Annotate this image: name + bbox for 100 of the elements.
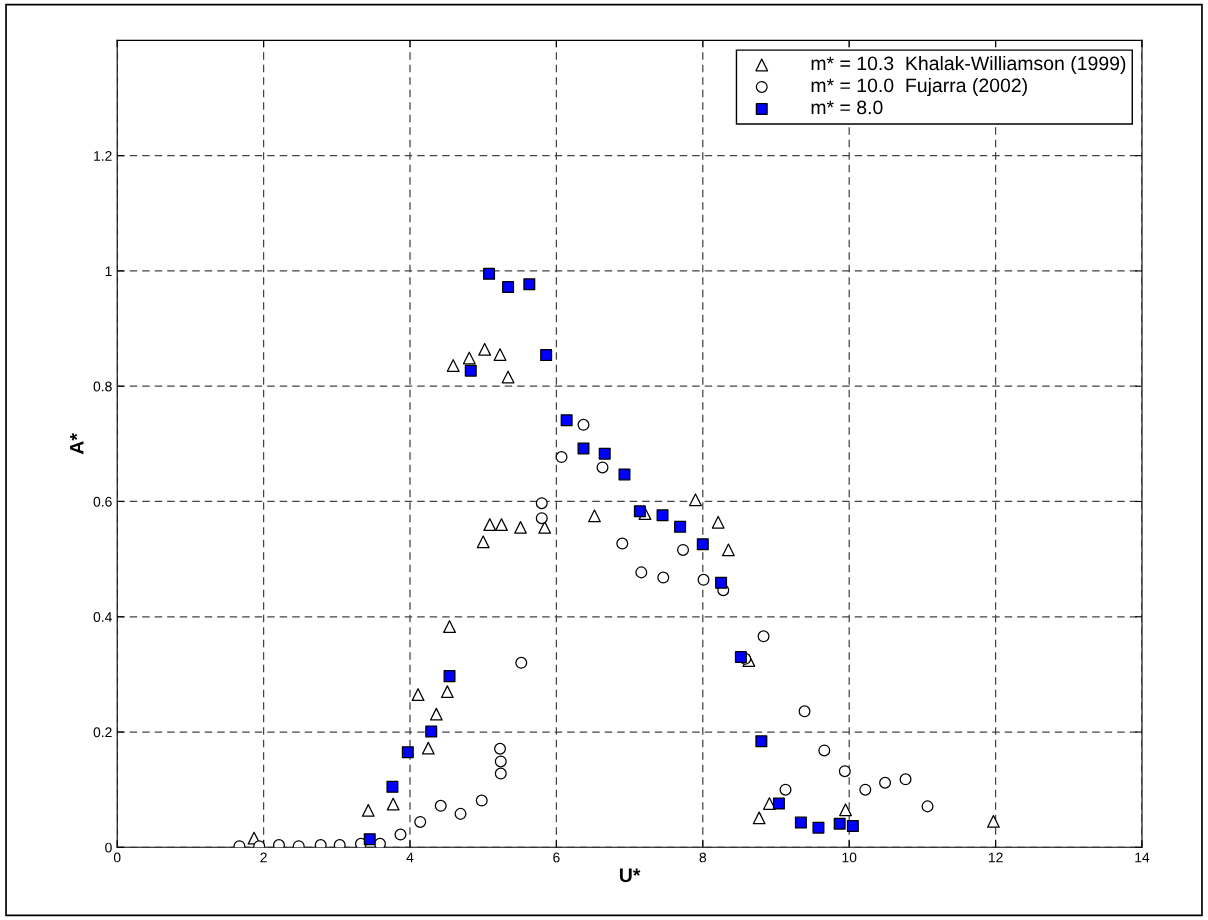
point: [757, 630, 770, 643]
point: [523, 278, 536, 291]
y-tick-label: 0.8: [93, 381, 112, 392]
point: [538, 520, 552, 534]
point: [476, 535, 490, 549]
point: [697, 573, 710, 586]
point: [483, 267, 496, 280]
point: [361, 803, 375, 817]
point: [386, 797, 400, 811]
point: [839, 803, 852, 817]
point: [899, 773, 912, 786]
point: [560, 414, 573, 427]
y-tick-label: 1: [105, 266, 112, 276]
x-tick-label: 8: [699, 852, 707, 863]
point: [475, 794, 488, 807]
point: [411, 688, 425, 702]
point: [394, 828, 407, 841]
point: [514, 520, 527, 534]
point: [535, 497, 548, 510]
point: [495, 518, 508, 531]
point: [752, 811, 766, 825]
point: [425, 725, 438, 738]
point: [515, 656, 528, 669]
point: [838, 765, 851, 778]
point: [986, 814, 1000, 828]
x-tick-label: 2: [260, 852, 267, 863]
point: [494, 767, 507, 780]
point: [363, 833, 376, 846]
point: [921, 800, 934, 813]
point: [272, 838, 285, 848]
point: [478, 342, 492, 356]
point: [454, 807, 467, 820]
point: [414, 815, 427, 828]
point: [443, 670, 456, 683]
point: [794, 816, 807, 829]
point: [555, 451, 568, 464]
point: [798, 705, 811, 718]
point: [443, 620, 456, 633]
y-tick-label: 0.2: [93, 727, 112, 738]
point: [772, 797, 785, 810]
point: [577, 418, 590, 431]
x-tick-label: 0: [113, 852, 121, 863]
y-tick-label: 0.6: [93, 496, 112, 507]
point: [711, 515, 725, 529]
point: [677, 543, 690, 556]
point: [494, 742, 507, 755]
point: [689, 493, 702, 507]
point: [588, 509, 601, 523]
point: [540, 349, 553, 362]
point: [429, 707, 443, 721]
point: [755, 735, 768, 748]
point: [696, 538, 709, 551]
point: [656, 509, 669, 522]
point: [386, 780, 399, 793]
point: [462, 351, 476, 365]
x-tick-label: 10: [842, 852, 857, 863]
point: [577, 442, 590, 455]
point: [657, 571, 670, 584]
x-tick-label: 12: [988, 852, 1003, 863]
y-tick-label: 0: [105, 842, 112, 853]
legend-label: m* = 10.3 Khalak-Williamson (1999): [811, 55, 1126, 75]
point: [502, 281, 515, 294]
legend-label: m* = 8.0: [811, 100, 883, 115]
point: [464, 364, 477, 377]
point: [401, 746, 414, 759]
point: [762, 797, 776, 810]
point: [859, 783, 872, 796]
point: [635, 566, 648, 579]
point: [314, 838, 327, 848]
point: [494, 755, 507, 768]
x-axis-title: U*: [619, 868, 641, 883]
point: [779, 783, 792, 796]
point: [598, 447, 611, 460]
point: [833, 817, 846, 830]
legend-label: m* = 10.0 Fujarra (2002): [811, 77, 1027, 97]
x-tick-label: 14: [1135, 852, 1150, 863]
point: [596, 461, 609, 474]
point: [734, 651, 747, 664]
point: [616, 537, 629, 550]
y-axis-title: A*: [70, 433, 84, 455]
point: [501, 370, 515, 384]
point: [633, 505, 646, 518]
point: [421, 741, 435, 755]
point: [879, 776, 892, 789]
point: [373, 837, 386, 848]
point: [618, 468, 631, 481]
point: [446, 359, 460, 372]
y-tick-label: 0.4: [93, 612, 112, 622]
point: [440, 685, 454, 699]
point: [535, 512, 548, 525]
point: [846, 819, 859, 832]
point: [674, 520, 687, 533]
x-tick-label: 4: [406, 852, 414, 863]
point: [715, 576, 728, 589]
point: [434, 799, 447, 812]
point: [812, 821, 825, 834]
x-tick-label: 6: [553, 852, 560, 863]
point: [721, 543, 735, 557]
point: [818, 744, 831, 757]
point: [483, 518, 497, 531]
